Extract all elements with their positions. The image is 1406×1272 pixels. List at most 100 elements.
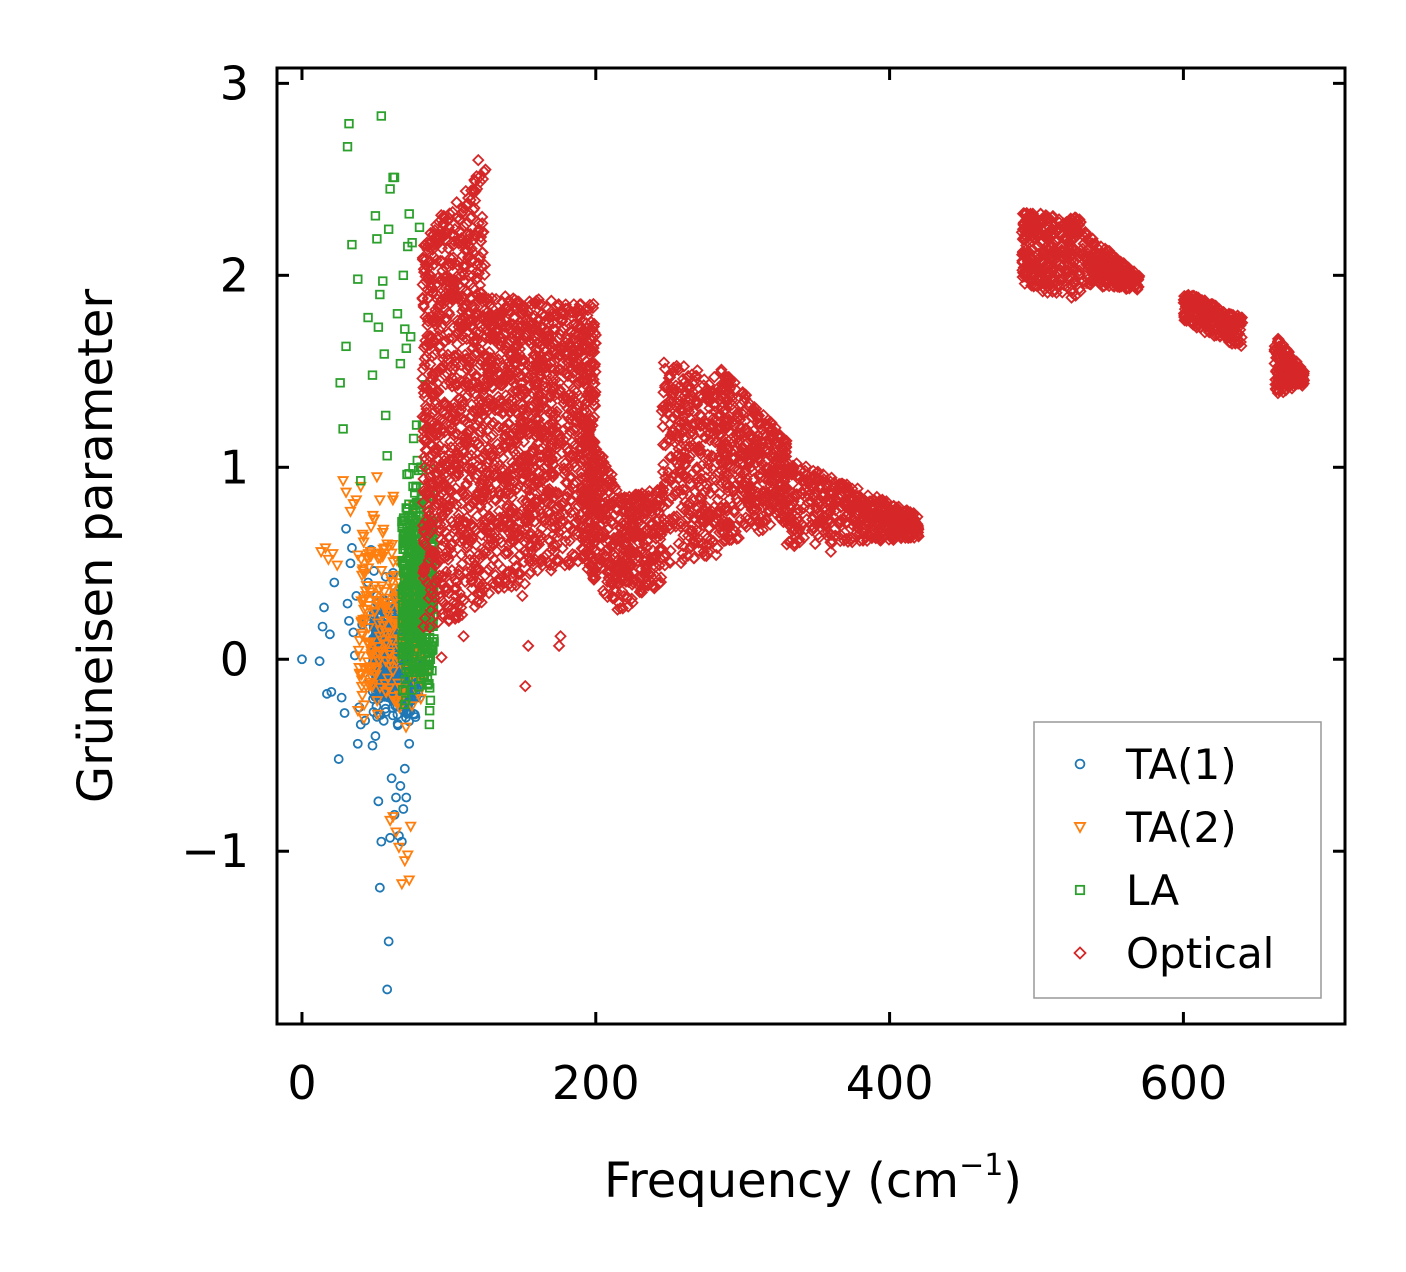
point-triangle <box>372 656 385 668</box>
point-triangle <box>371 553 385 565</box>
point-triangle <box>380 630 394 642</box>
point-triangle <box>379 656 392 668</box>
point-triangle <box>331 560 344 572</box>
point-triangle <box>354 481 367 493</box>
point-circle <box>319 602 329 613</box>
point-triangle <box>388 695 401 708</box>
point-triangle <box>355 554 368 566</box>
point-triangle <box>392 842 406 854</box>
point-circle <box>392 709 403 720</box>
point-triangle <box>355 670 368 682</box>
point-triangle <box>357 713 370 725</box>
point-triangle <box>388 594 401 606</box>
point-circle <box>329 577 340 588</box>
point-triangle <box>353 668 366 680</box>
point-circle <box>404 738 415 749</box>
point-circle <box>360 715 371 726</box>
point-circle <box>347 543 357 553</box>
point-circle <box>399 763 410 774</box>
point-triangle <box>336 476 350 488</box>
point-triangle <box>339 487 353 499</box>
point-square <box>398 685 408 695</box>
point-square <box>413 552 424 563</box>
point-triangle <box>388 570 402 582</box>
point-circle <box>352 738 363 749</box>
point-circle <box>391 792 401 803</box>
point-triangle <box>357 604 371 616</box>
point-square <box>400 675 411 685</box>
point-circle <box>380 703 391 714</box>
point-triangle <box>381 539 394 551</box>
point-triangle <box>357 531 370 543</box>
point-triangle <box>365 649 378 661</box>
point-triangle <box>351 706 365 718</box>
point-circle <box>401 792 412 803</box>
point-triangle <box>387 557 400 569</box>
point-circle <box>297 654 307 665</box>
point-triangle <box>385 548 398 560</box>
point-triangle <box>355 628 369 640</box>
point-triangle <box>380 687 393 699</box>
point-triangle <box>360 581 373 593</box>
point-square <box>424 705 435 716</box>
point-triangle <box>371 709 384 721</box>
point-circle <box>370 731 381 741</box>
point-circle <box>336 692 347 703</box>
point-triangle <box>404 821 417 833</box>
point-circle <box>317 621 328 632</box>
point-square <box>399 558 409 569</box>
point-triangle <box>359 591 373 603</box>
point-circle <box>376 836 387 847</box>
point-triangle <box>371 696 384 708</box>
point-triangle <box>384 628 397 640</box>
point-circle <box>345 558 356 569</box>
point-triangle <box>377 524 390 536</box>
point-triangle <box>362 665 375 677</box>
point-square <box>403 587 413 598</box>
point-triangle <box>354 651 367 663</box>
point-circle <box>342 598 353 609</box>
point-triangle <box>364 551 378 563</box>
point-triangle <box>386 666 400 678</box>
point-triangle <box>360 552 373 564</box>
point-circle <box>339 708 350 718</box>
point-circle <box>367 740 378 751</box>
point-triangle <box>371 618 385 630</box>
point-triangle <box>395 879 408 891</box>
point-triangle <box>364 522 378 534</box>
point-triangle <box>352 645 365 657</box>
point-triangle <box>356 566 369 578</box>
point-triangle <box>414 694 427 706</box>
point-square <box>417 662 427 672</box>
point-triangle <box>370 472 384 484</box>
point-circle <box>385 832 396 843</box>
point-circle <box>324 629 335 640</box>
point-triangle <box>370 665 383 677</box>
point-triangle <box>386 812 400 824</box>
point-triangle <box>374 646 387 658</box>
point-triangle <box>322 554 335 566</box>
point-triangle <box>389 827 403 839</box>
point-triangle <box>375 566 388 578</box>
point-triangle <box>380 602 393 614</box>
point-triangle <box>378 679 392 691</box>
point-circle <box>344 615 354 626</box>
point-triangle <box>383 650 396 662</box>
point-triangle <box>386 495 400 507</box>
point-triangle <box>359 681 373 693</box>
point-square <box>399 643 409 654</box>
point-triangle <box>376 527 389 540</box>
point-square <box>424 719 435 730</box>
point-triangle <box>361 638 375 650</box>
point-circle <box>398 804 409 814</box>
point-triangle <box>361 657 374 669</box>
point-triangle <box>399 722 413 734</box>
point-square <box>397 649 407 660</box>
data-markers <box>297 111 1311 995</box>
point-triangle <box>350 495 363 507</box>
point-circle <box>383 936 394 947</box>
point-circle <box>326 686 337 697</box>
point-triangle <box>319 543 332 555</box>
point-circle <box>409 709 420 720</box>
